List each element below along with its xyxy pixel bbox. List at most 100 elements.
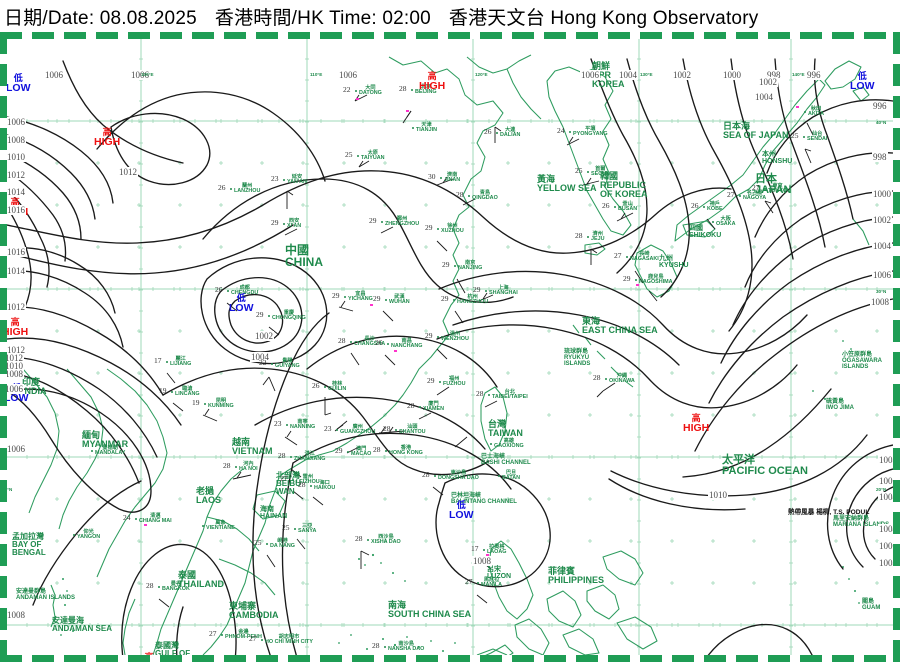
city-name-cn: 澳門 <box>355 446 367 452</box>
city-label-qingdao: 青島 QINGDAO <box>472 190 498 202</box>
city-name-cn: 曼谷 <box>170 581 182 587</box>
city-name-cn: 徐州 <box>447 223 458 229</box>
precipitation-marker-5 <box>636 284 639 286</box>
city-label-guilin: 桂林 GUILIN <box>328 381 346 393</box>
city-name-en: SANYA <box>298 528 317 535</box>
station-dot <box>73 534 75 536</box>
station-temperature-nansha-dao: 28 <box>372 641 380 650</box>
isobar-label-1004-40: 1004 <box>878 492 893 502</box>
station-temperature-qingdao: 28 <box>456 190 464 199</box>
station-temperature-changsha: 28 <box>338 336 346 345</box>
station-temperature-fuzhou: 29 <box>427 376 435 385</box>
city-label-lincang: 臨滄 LINCANG <box>175 386 200 398</box>
station-temperature-hong-kong: 28 <box>373 445 381 454</box>
city-label-akita: 秋田 AKITA <box>808 106 824 118</box>
label-en: INDIA <box>22 386 47 397</box>
graticule-label-140E-4: 140°E <box>792 72 805 77</box>
station-dot <box>434 475 436 477</box>
isobar-layer <box>7 58 893 655</box>
city-name-cn: 平壤 <box>585 126 596 132</box>
station-dot <box>324 386 326 388</box>
label-cn: 海南 <box>260 506 274 513</box>
label-cn: 黃海 <box>537 174 556 184</box>
city-label-hong-kong: 香港 HONG KONG <box>389 445 423 457</box>
city-name-cn: 秋田 <box>810 106 822 112</box>
label-cn: 印度 <box>22 377 41 387</box>
station-dot <box>712 221 714 223</box>
station-dot <box>498 475 500 477</box>
label-en: THAILAND <box>178 579 224 590</box>
station-temperature-zhengzhou: 29 <box>369 216 377 225</box>
label-cn: 琉球群島 <box>564 349 589 355</box>
city-label-kunming: 昆明 KUNMING <box>208 398 234 410</box>
city-name-en: LIJIANG <box>170 361 192 368</box>
city-name-cn: 天津 <box>421 122 432 128</box>
isobar-label-1000-6: 1000 <box>722 70 742 80</box>
label-en: LAOS <box>196 495 222 506</box>
isobar-label-1006-35: 1006 <box>872 270 892 280</box>
station-temperature-wenzhou: 29 <box>425 331 433 340</box>
pressure-symbol-cn: 高 <box>427 71 437 81</box>
station-dot <box>477 582 479 584</box>
city-name-cn: 西沙島 <box>378 534 394 540</box>
station-temperature-zhanjiang: 28 <box>278 451 286 460</box>
station-temperature-dongsha-dao: 28 <box>422 470 430 479</box>
isobar-label-1006-1: 1006 <box>130 70 150 80</box>
city-name-en: NANSHA DAO <box>388 646 425 653</box>
date-label: 日期/Date: 08.08.2025 <box>4 7 197 29</box>
station-dot <box>381 221 383 223</box>
isobar-label-1010-37: 1010 <box>708 490 728 500</box>
station-dot <box>171 391 173 393</box>
station-dot <box>764 188 766 190</box>
city-label-nagasaki: 長崎 NAGASAKI <box>630 251 659 263</box>
station-dot <box>454 265 456 267</box>
label-cn: 南海 <box>388 600 407 610</box>
label-en: BAY OF <box>12 540 42 550</box>
city-label-jinan: 濟南 JINAN <box>444 172 460 184</box>
city-name-en: DA NANG <box>270 543 295 550</box>
label-en: PACIFIC OCEAN <box>722 465 808 478</box>
station-dot <box>739 195 741 197</box>
graticule-label-110E-1: 110°E <box>310 72 323 77</box>
country-label-republic: 韓國 REPUBLIC OF KOREA <box>600 171 648 200</box>
pressure-symbol-cn: 高 <box>136 653 162 656</box>
label-en: LUZON <box>487 573 512 581</box>
city-name-en: TAIBEI/TAIPEI <box>492 394 528 401</box>
station-dot <box>158 586 160 588</box>
country-label-myanmar: 緬甸 MYANMAR <box>82 430 128 449</box>
label-en: MARIANA ISLANDS <box>833 522 890 529</box>
station-dot <box>283 179 285 181</box>
isobar-label-1012-25: 1012 <box>118 167 138 177</box>
city-name-en: BANGKOK <box>162 586 190 593</box>
city-label-wuhan: 武漢 WUHAN <box>389 294 410 306</box>
station-dot <box>488 394 490 396</box>
label-cn: 日本 <box>755 173 777 185</box>
isobar-label-1012-19: 1012 <box>7 353 24 363</box>
station-dot <box>235 466 237 468</box>
city-label-ho-chi-minh-city: 胡志明市 HO CHI MINH CITY <box>265 634 313 646</box>
city-label-pyongyang: 平壤 PYONGYANG <box>573 126 608 138</box>
region-label-ogasawara: 小笠原群島 OGASAWARA ISLANDS <box>842 352 882 370</box>
precipitation-marker-3 <box>394 350 397 352</box>
city-label-chengdu: 成都 CHENGDU <box>231 285 258 297</box>
station-dot <box>490 443 492 445</box>
city-name-cn: 大連 <box>504 127 516 133</box>
station-dot <box>483 549 485 551</box>
sea-label-bay-of: 孟加拉灣 BAY OF BENGAL <box>12 532 46 557</box>
sea-label-sea-of-japan: 日本海 SEA OF JAPAN <box>723 121 789 140</box>
city-name-en: NANNING <box>290 424 316 431</box>
region-label-kyushu: 九州 KYUSHU <box>659 255 689 269</box>
city-name-en: XUZHOU <box>441 228 464 235</box>
station-temperature-lanzhou: 26 <box>218 183 226 192</box>
pressure-symbol-en: LOW <box>229 302 254 314</box>
city-name-en: MANDALAY <box>95 450 126 457</box>
tropical-cyclone-label: 熱帶風暴 楊柳, T.S. PODUL <box>788 506 869 516</box>
label-en: JAPAN <box>755 184 792 197</box>
station-temperature-ho-chi-minh-city: 27 <box>249 634 257 643</box>
isobar-label-1002-5: 1002 <box>672 70 692 80</box>
city-name-en: WENZHOU <box>441 336 469 343</box>
city-label-nanchang: 南昌 NANCHANG <box>391 338 422 350</box>
city-name-en: CHONGQING <box>272 315 306 322</box>
city-label-guiyang: 貴陽 GUIYANG <box>275 358 300 370</box>
